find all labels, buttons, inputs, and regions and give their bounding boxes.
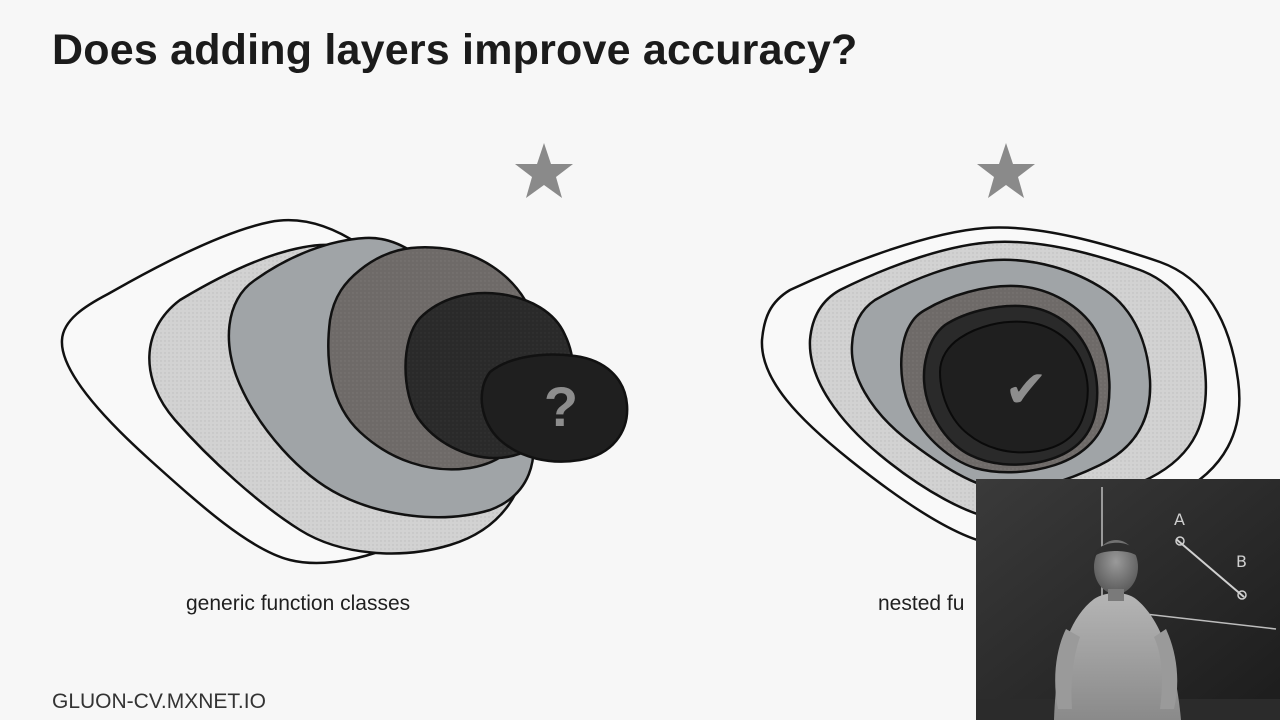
lecturer-video-frame: A B <box>976 479 1280 720</box>
caption-nested-function-classes: nested fu <box>878 592 965 615</box>
star-icon <box>515 143 573 198</box>
nested-region-6 <box>938 320 1089 454</box>
lecturer-video-inset: A B <box>976 479 1280 720</box>
chalk-label-b: B <box>1236 552 1247 571</box>
check-mark-icon: ✔ <box>1004 360 1048 420</box>
footer-url: GLUON-CV.MXNET.IO <box>52 690 266 713</box>
star-icon <box>977 143 1035 198</box>
caption-generic-function-classes: generic function classes <box>186 592 411 615</box>
slide-title: Does adding layers improve accuracy? <box>52 26 858 74</box>
chalk-label-a: A <box>1174 510 1185 529</box>
question-mark: ? <box>544 375 578 438</box>
function-class-region-6 <box>480 353 629 463</box>
lecturer <box>1054 540 1181 720</box>
